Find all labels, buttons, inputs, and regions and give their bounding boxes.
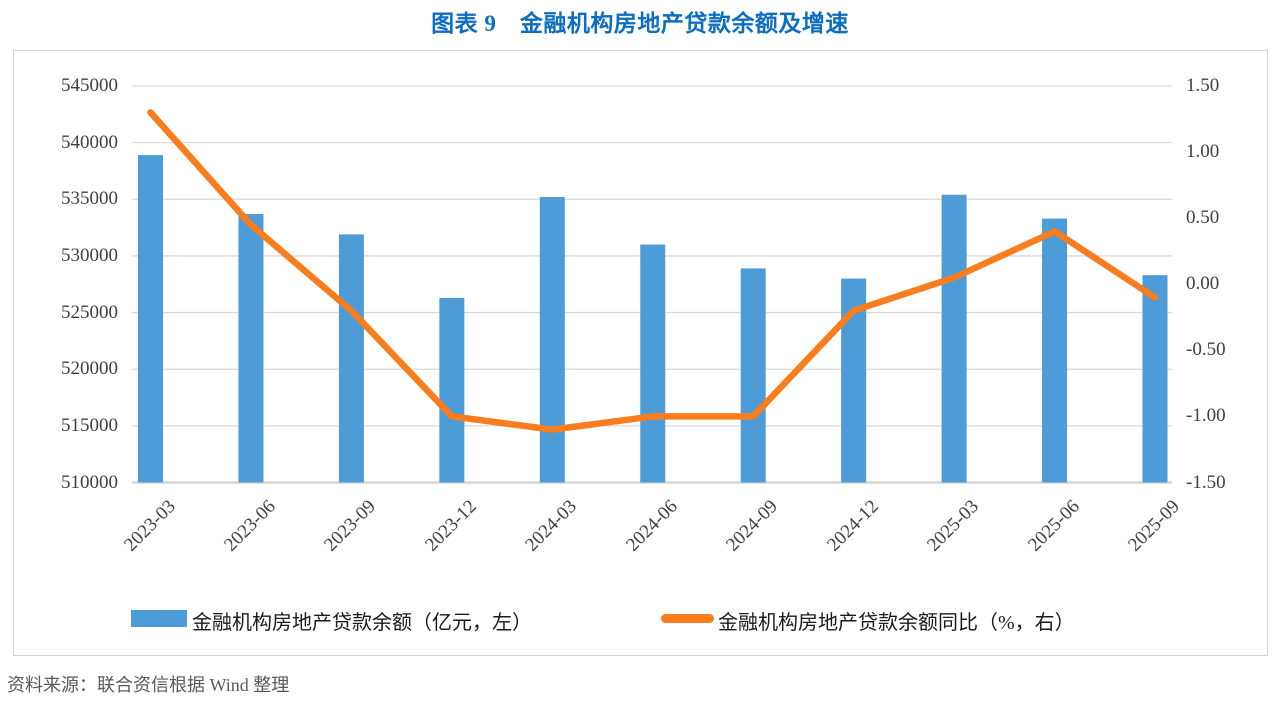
y-right-tick-label: 1.50 [1186,75,1220,96]
bar-2024-03 [539,197,565,483]
page-title: 图表 9 金融机构房地产贷款余额及增速 [431,11,849,36]
bar-series [138,155,1168,483]
y-left-tick-label: 525000 [61,301,118,323]
y-right-tick-label: -1.50 [1186,471,1226,493]
y-right-tick-label: 0.50 [1186,207,1220,229]
bar-2025-09 [1142,275,1168,483]
bar-2025-06 [1042,218,1068,483]
y-left-tick-label: 520000 [61,358,118,380]
legend-label-yoy: 金融机构房地产贷款余额同比（%，右） [718,612,1075,634]
y-left-tick-label: 510000 [61,471,118,493]
bar-2024-09 [740,268,766,483]
bar-2023-12 [439,297,465,483]
y-right-tick-label: 1.00 [1186,141,1220,163]
bar-2023-06 [238,214,264,483]
y-right-tick-label: -1.00 [1186,405,1226,427]
legend-swatch-balance [131,610,187,627]
legend-swatch-yoy [661,614,714,623]
bar-2023-09 [338,234,364,483]
y-right-tick-label: 0.00 [1186,273,1220,295]
bar-2025-03 [941,194,967,483]
source-note: 资料来源：联合资信根据 Wind 整理 [7,675,290,695]
bar-2024-06 [640,244,666,483]
y-left-tick-label: 540000 [61,131,118,153]
legend-label-balance: 金融机构房地产贷款余额（亿元，左） [192,612,532,634]
bar-2023-03 [138,155,163,483]
y-right-tick-label: -0.50 [1186,339,1226,361]
y-left-tick-label: 535000 [61,188,118,210]
yoy-line [147,109,1159,433]
y-left-tick-label: 530000 [61,244,118,266]
y-left-tick-label: 515000 [61,414,118,436]
y-left-tick-label: 545000 [61,75,118,96]
